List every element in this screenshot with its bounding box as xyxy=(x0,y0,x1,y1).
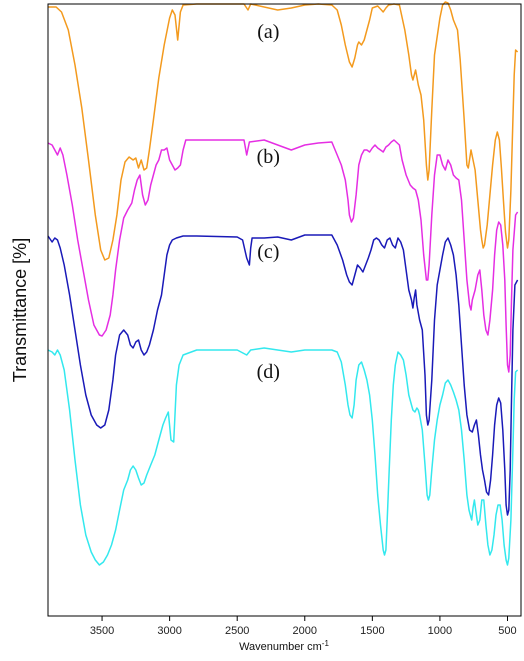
x-tick-label: 3000 xyxy=(157,625,181,637)
spectrum-line-c xyxy=(47,234,519,516)
y-axis-title: Transmittance [%] xyxy=(10,238,30,382)
x-tick-label: 2000 xyxy=(293,625,317,637)
x-tick-label: 1000 xyxy=(428,625,452,637)
curve-label-b: (b) xyxy=(257,146,280,168)
curve-label-c: (c) xyxy=(257,241,279,263)
x-tick-label: 3500 xyxy=(90,625,114,637)
curve-label-d: (d) xyxy=(257,361,280,383)
curve-labels: (a) (b) (c) (d) xyxy=(257,21,280,383)
plot-frame xyxy=(47,3,522,617)
x-tick-label: 500 xyxy=(498,625,516,637)
spectra-curves xyxy=(47,1,519,566)
x-tick-label: 2500 xyxy=(225,625,249,637)
x-tick-label: 1500 xyxy=(360,625,384,637)
spectrum-line-d xyxy=(47,347,519,566)
spectrum-line-a xyxy=(48,1,519,261)
curve-label-a: (a) xyxy=(257,21,279,43)
x-axis-ticks: 3500 3000 2500 2000 1500 1000 500 xyxy=(90,616,517,637)
x-axis-title: Wavenumber cm-1 xyxy=(239,639,329,653)
spectrum-line-b xyxy=(47,139,519,373)
